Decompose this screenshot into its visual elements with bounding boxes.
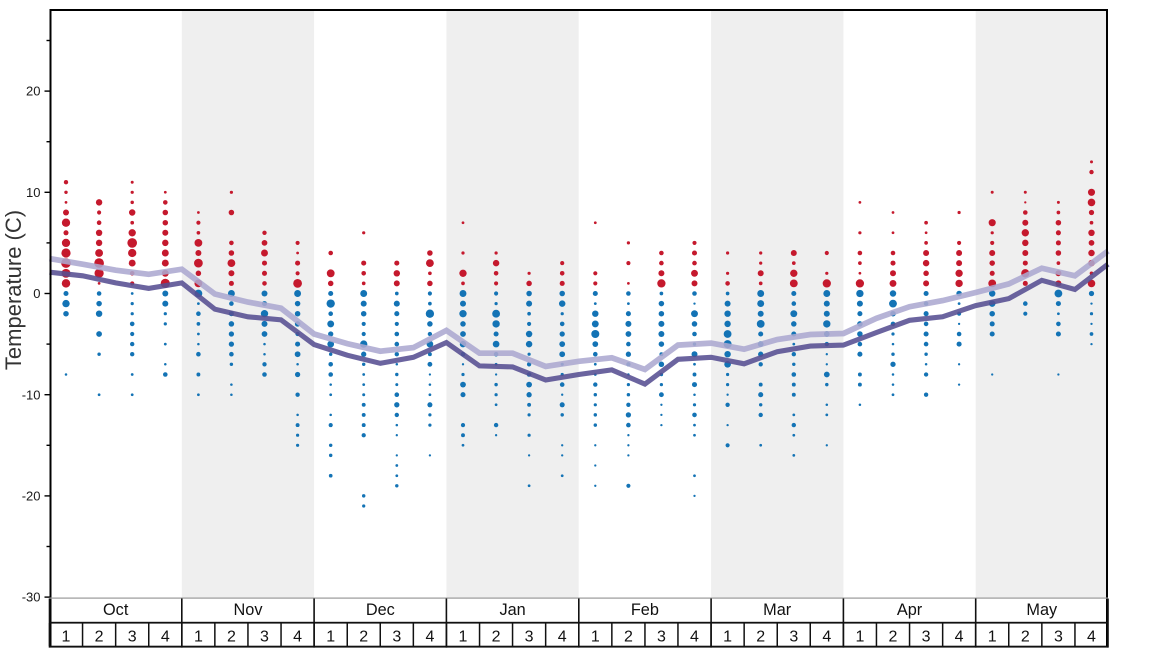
svg-text:May: May xyxy=(1026,601,1058,619)
svg-text:1: 1 xyxy=(194,629,203,646)
svg-text:Oct: Oct xyxy=(103,601,129,619)
svg-text:4: 4 xyxy=(425,629,434,646)
svg-text:2: 2 xyxy=(95,629,104,646)
svg-text:Temperature (C): Temperature (C) xyxy=(1,210,26,370)
svg-text:3: 3 xyxy=(922,629,931,646)
svg-text:3: 3 xyxy=(789,629,798,646)
svg-text:2: 2 xyxy=(227,629,236,646)
svg-text:3: 3 xyxy=(260,629,269,646)
svg-text:-20: -20 xyxy=(22,489,41,504)
svg-text:Feb: Feb xyxy=(631,601,659,619)
svg-text:2: 2 xyxy=(889,629,898,646)
svg-text:4: 4 xyxy=(558,629,567,646)
svg-text:4: 4 xyxy=(1087,629,1096,646)
svg-text:Jan: Jan xyxy=(499,601,525,619)
svg-text:Apr: Apr xyxy=(897,601,923,619)
svg-text:1: 1 xyxy=(988,629,997,646)
svg-text:-30: -30 xyxy=(22,590,41,605)
svg-text:-10: -10 xyxy=(22,387,41,402)
svg-text:1: 1 xyxy=(326,629,335,646)
svg-text:Dec: Dec xyxy=(366,601,395,619)
svg-text:Mar: Mar xyxy=(763,601,792,619)
svg-text:2: 2 xyxy=(756,629,765,646)
svg-text:2: 2 xyxy=(359,629,368,646)
svg-text:0: 0 xyxy=(33,286,40,301)
svg-text:4: 4 xyxy=(293,629,302,646)
svg-text:3: 3 xyxy=(128,629,137,646)
svg-text:4: 4 xyxy=(161,629,170,646)
svg-text:2: 2 xyxy=(492,629,501,646)
svg-text:1: 1 xyxy=(855,629,864,646)
svg-text:1: 1 xyxy=(62,629,71,646)
svg-text:1: 1 xyxy=(591,629,600,646)
svg-text:4: 4 xyxy=(955,629,964,646)
svg-text:3: 3 xyxy=(525,629,534,646)
svg-text:4: 4 xyxy=(822,629,831,646)
svg-text:4: 4 xyxy=(690,629,699,646)
svg-text:10: 10 xyxy=(26,185,40,200)
svg-text:3: 3 xyxy=(657,629,666,646)
svg-text:2: 2 xyxy=(1021,629,1030,646)
svg-text:20: 20 xyxy=(26,84,40,99)
svg-text:1: 1 xyxy=(723,629,732,646)
svg-text:3: 3 xyxy=(1054,629,1063,646)
svg-text:3: 3 xyxy=(392,629,401,646)
svg-text:2: 2 xyxy=(624,629,633,646)
svg-text:1: 1 xyxy=(459,629,468,646)
svg-text:Nov: Nov xyxy=(234,601,264,619)
